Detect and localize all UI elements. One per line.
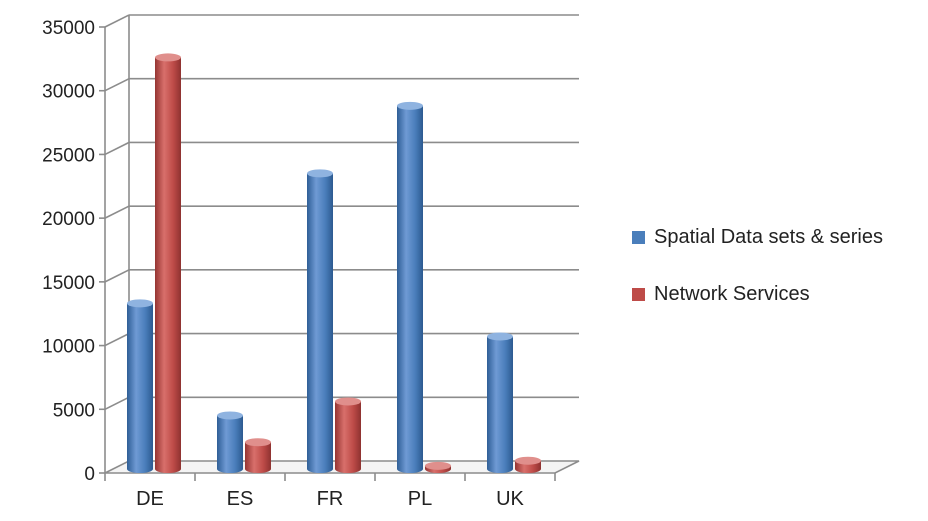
x-tick-label: PL [408,488,432,510]
bar-top [155,53,181,62]
legend-item-network-services: Network Services [632,281,883,308]
gridline-side [104,396,130,411]
x-tick-label: ES [227,488,254,510]
bar-de-network-services [155,53,181,474]
bar-fr-network-services [335,397,361,473]
bar-top [127,299,153,308]
bar-top [397,101,423,110]
gridline-side [104,77,130,92]
legend-swatch-network-services [632,288,645,301]
bar-uk-spatial-data [487,332,513,473]
bar-body [397,105,423,473]
legend-label-spatial-data: Spatial Data sets & series [654,226,883,248]
bar-body [335,401,361,473]
gridline-side [104,269,130,283]
gridline-side [104,205,130,219]
bar-uk-network-services [515,456,541,473]
bar-top [245,438,271,447]
legend-swatch-spatial-data [632,231,645,244]
bar-body [127,303,153,473]
bar-fr-spatial-data [307,169,333,473]
bar-pl-spatial-data [397,101,423,473]
gridline-side [104,332,130,347]
bar-pl-network-services [425,461,451,473]
legend-label-network-services: Network Services [654,283,810,305]
x-tick-label: UK [496,488,524,510]
y-tick-label: 0 [84,464,95,485]
bar-body [217,415,243,473]
bar-top [335,397,361,406]
y-axis-ticks: 0 5000 10000 15000 20000 25000 30000 35000 [42,18,105,485]
legend: Spatial Data sets & series Network Servi… [632,224,883,338]
gridline-side [104,14,130,28]
bar-es-spatial-data [217,411,243,473]
bar-top [307,169,333,178]
y-tick-label: 30000 [42,82,95,103]
x-tick-label: FR [317,488,344,510]
bar-top [515,456,541,465]
y-tick-label: 25000 [42,145,95,166]
bar-de-spatial-data [127,299,153,473]
bar-es-network-services [245,438,271,473]
bar-top [425,461,451,470]
y-tick-label: 20000 [42,209,95,230]
y-tick-label: 10000 [42,337,95,358]
bar-top [487,332,513,341]
bars [127,53,541,474]
x-axis-labels: DE ES FR PL UK [136,488,524,510]
bar-body [245,442,271,473]
gridlines [104,14,579,411]
bar-body [155,57,181,474]
gridline-side [104,141,130,156]
bar-body [307,173,333,473]
y-tick-label: 5000 [53,400,95,421]
y-tick-label: 35000 [42,18,95,39]
bar-top [217,411,243,420]
bar-body [487,336,513,473]
legend-item-spatial-data: Spatial Data sets & series [632,224,883,251]
x-tick-label: DE [136,488,164,510]
y-tick-label: 15000 [42,273,95,294]
